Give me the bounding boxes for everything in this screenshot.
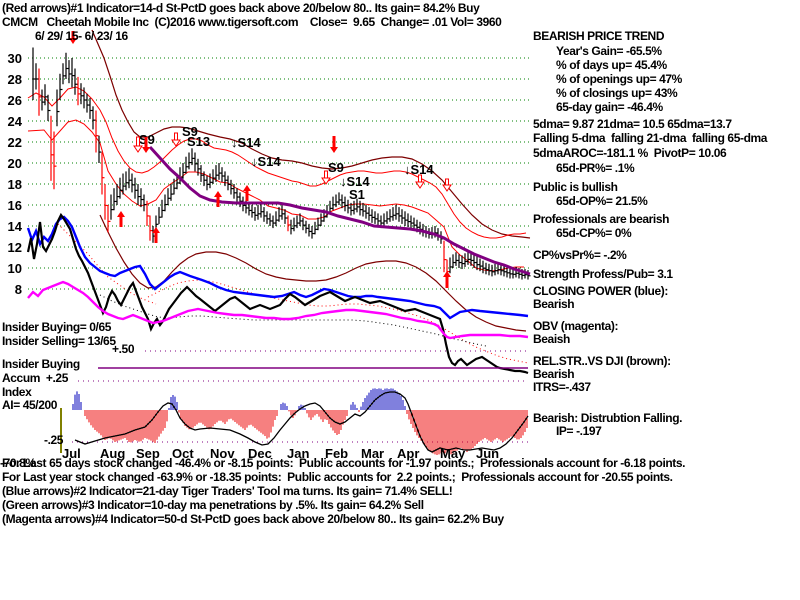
- price-bars: [32, 47, 531, 280]
- stat-line-0: BEARISH PRICE TREND: [533, 29, 665, 43]
- left-label-1: Insider Selling= 13/65: [2, 334, 116, 348]
- svg-text:Apr: Apr: [397, 446, 419, 461]
- stat-line-1: Year's Gain= -65.5%: [556, 44, 662, 58]
- svg-text:14: 14: [8, 219, 23, 234]
- svg-text:20: 20: [8, 156, 22, 171]
- cp-retrace-dotted-2: [147, 279, 529, 364]
- stat-line-21: Bearish: [533, 367, 575, 381]
- stat-line-6: 5dma= 9.87 21dma= 10.5 65dma=13.7: [533, 117, 732, 131]
- rel-strength-line: [26, 212, 529, 375]
- svg-text:Oct: Oct: [172, 446, 194, 461]
- svg-text:S9: S9: [328, 160, 344, 175]
- accum-index-hatch-bars: [72, 388, 528, 455]
- svg-text:↓S14: ↓S14: [340, 174, 370, 189]
- svg-text:26: 26: [8, 93, 22, 108]
- svg-text:24: 24: [8, 114, 23, 129]
- stat-line-3: % of openings up= 47%: [556, 72, 682, 86]
- indicator1-header-line: (Red arrows)#1 Indicator=14-d St-PctD go…: [2, 1, 480, 15]
- svg-text:Aug: Aug: [100, 446, 125, 461]
- svg-text:28: 28: [8, 72, 22, 87]
- svg-text:Dec: Dec: [248, 446, 272, 461]
- stat-line-13: 65d-CP%= 0%: [556, 226, 632, 240]
- price-gridlines: 8 10 12 14 16 18 20 22 24 26 28 30: [8, 51, 530, 297]
- svg-text:S13: S13: [187, 134, 210, 149]
- accum-index-line: [74, 391, 529, 453]
- ticker-title-line: CMCM Cheetah Mobile Inc (C)2016 www.tige…: [2, 15, 502, 29]
- stat-line-9: 65d-PR%= .1%: [556, 161, 635, 175]
- stat-line-4: % of closings up= 43%: [556, 86, 678, 100]
- svg-text:Feb: Feb: [325, 446, 348, 461]
- svg-text:S1: S1: [349, 187, 365, 202]
- svg-text:Nov: Nov: [210, 446, 235, 461]
- stat-line-8: 5dmaAROC=-181.1 % PivotP= 10.06: [533, 146, 727, 160]
- left-label-3: Insider Buying: [2, 357, 80, 371]
- left-label-5: Index: [2, 385, 32, 399]
- left-label-2: +.50: [112, 342, 135, 356]
- svg-text:May: May: [440, 446, 466, 461]
- left-label-7: -.25: [44, 433, 64, 447]
- svg-text:30: 30: [8, 51, 22, 66]
- svg-text:10: 10: [8, 261, 22, 276]
- svg-text:Jun: Jun: [476, 446, 499, 461]
- stat-line-5: 65-day gain= -46.4%: [556, 100, 663, 114]
- stat-line-12: Professionals are bearish: [533, 212, 670, 226]
- svg-text:8: 8: [15, 282, 22, 297]
- stat-line-10: Public is bullish: [533, 180, 618, 194]
- signal-arrows: [69, 31, 452, 288]
- left-label-6: AI= 45/200: [2, 398, 58, 412]
- svg-text:Sep: Sep: [136, 446, 160, 461]
- accum-index-panel: [60, 350, 528, 453]
- svg-text:16: 16: [8, 198, 22, 213]
- stat-line-23: Bearish: Distrubtion Falling.: [533, 411, 683, 425]
- stat-line-11: 65d-OP%= 21.5%: [556, 194, 648, 208]
- svg-text:12: 12: [8, 240, 22, 255]
- stat-line-14: CP%vsPr%= -.2%: [533, 248, 627, 262]
- stat-line-7: Falling 5-dma falling 21-dma falling 65-…: [533, 131, 768, 145]
- closing-power-line: [26, 215, 529, 320]
- stat-line-20: REL.STR..VS DJI (brown):: [533, 354, 671, 368]
- stat-line-19: Beaish: [533, 332, 570, 346]
- purple-ma-line: [148, 145, 531, 276]
- stat-line-15: Strength Profess/Pub= 3.1: [533, 267, 673, 281]
- overlapping-stat-text: -70.8%: [0, 456, 36, 470]
- stat-line-18: OBV (magenta):: [533, 319, 619, 333]
- summary-line-1: For Last year stock changed -63.9% or -1…: [2, 470, 673, 484]
- stat-line-2: % of days up= 45.4%: [556, 58, 667, 72]
- svg-text:↓S14: ↓S14: [251, 154, 281, 169]
- svg-text:↓S14: ↓S14: [404, 162, 434, 177]
- summary-line-0: For Last 65 days stock changed -46.4% or…: [2, 456, 686, 470]
- svg-text:S9: S9: [182, 124, 198, 139]
- obv-line: [27, 280, 529, 340]
- stat-line-17: Bearish: [533, 297, 575, 311]
- left-label-0: Insider Buying= 0/65: [2, 320, 112, 334]
- month-axis-labels: Jul Aug Sep Oct Nov Dec Jan Feb Mar Apr May Jun: [62, 446, 499, 461]
- price-bands: [27, 29, 531, 332]
- cp-retrace-dotted-1: [57, 223, 157, 305]
- summary-line-4: (Magenta arrows)#4 Indicator=50-d St-Pct…: [2, 512, 504, 526]
- svg-text:Jul: Jul: [62, 446, 81, 461]
- summary-line-2: (Blue arrows)#2 Indicator=21-day Tiger T…: [2, 484, 453, 498]
- stat-line-22: ITRS=-.437: [533, 380, 591, 394]
- stat-line-24: IP= -.197: [556, 424, 602, 438]
- svg-text:↓S14: ↓S14: [231, 135, 261, 150]
- svg-text:Mar: Mar: [361, 446, 384, 461]
- svg-text:18: 18: [8, 177, 22, 192]
- summary-line-3: (Green arrows)#3 Indicator=10-day ma pen…: [2, 498, 424, 512]
- date-range-label: 6/ 29/ 15- 6/ 23/ 16: [35, 29, 128, 43]
- svg-text:Jan: Jan: [287, 446, 309, 461]
- stat-line-16: CLOSING POWER (blue):: [533, 284, 668, 298]
- left-label-4: Accum +.25: [2, 371, 68, 385]
- svg-text:22: 22: [8, 135, 22, 150]
